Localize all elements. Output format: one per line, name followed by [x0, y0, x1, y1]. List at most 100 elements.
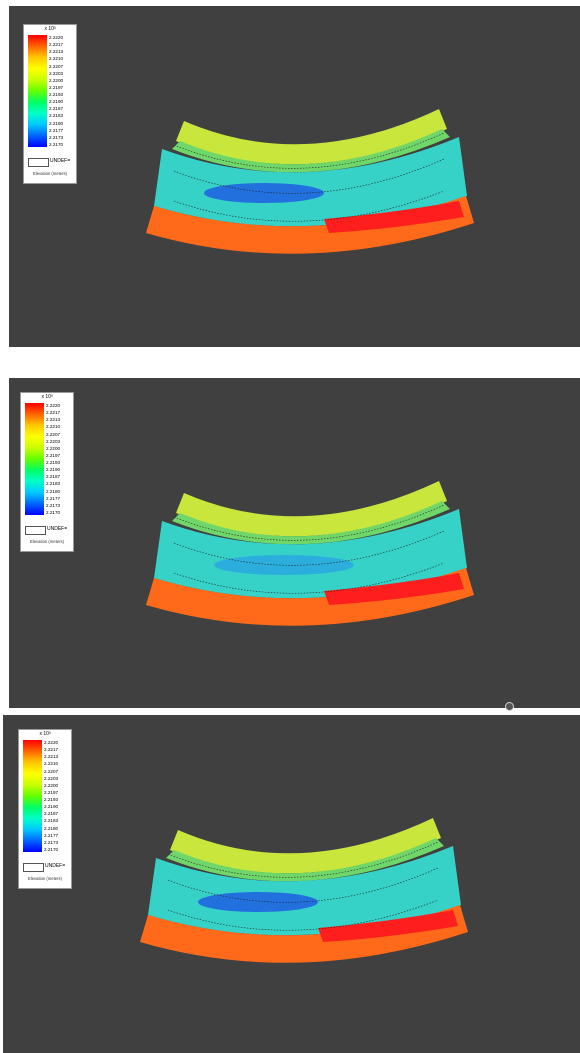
legend-tick-label: 2.2187 [46, 474, 61, 480]
legend-tick-label: 2.2173 [44, 839, 59, 845]
legend-tick-label: 2.2213 [44, 754, 59, 760]
undef-swatch [23, 863, 44, 872]
legend-tick-label: 2.2210 [49, 56, 64, 62]
legend-tick-label: 2.2173 [49, 134, 64, 140]
legend-tick-label: 2.2177 [46, 495, 61, 501]
elevation-band [146, 196, 474, 254]
legend-tick-label: 2.2217 [46, 410, 61, 416]
elevation-band [176, 109, 447, 165]
elevation-band [172, 129, 450, 173]
legend-tick-label: 2.2187 [44, 811, 59, 817]
legend-tick-label: 2.2170 [46, 509, 61, 515]
legend-ticks: 2.2220 2.2217 2.2213 2.2210 2.2207 2.2203 2.22… [46, 403, 72, 515]
high-elevation-zone [324, 201, 464, 233]
legend-tick-label: 2.2173 [46, 502, 61, 508]
legend-tick-label: 2.2170 [44, 846, 59, 852]
legend-tick-label: 2.2220 [49, 35, 64, 40]
low-elevation-zone [214, 555, 354, 575]
legend-tick-label: 2.2203 [49, 70, 64, 76]
legend-tick-label: 2.2217 [44, 747, 59, 753]
legend-tick-label: 2.2207 [46, 431, 61, 437]
elevation-legend: x 10³ 2.2220 2.2217 2.2213 2.2210 2.2207 2.22… [18, 729, 72, 889]
legend-tick-label: 2.2203 [46, 438, 61, 444]
legend-tick-label: 2.2193 [46, 460, 61, 465]
legend-tick-label: 2.2207 [49, 63, 64, 69]
elevation-contour-map [146, 109, 474, 254]
elevation-band [154, 137, 467, 227]
legend-tick-label: 2.2190 [44, 804, 59, 810]
legend-tick-label: 2.2217 [49, 42, 64, 48]
contour-map-panel-3: x 10³ 2.2220 2.2217 2.2213 2.2210 2.2207 2.22… [3, 715, 580, 1053]
color-ramp [25, 403, 44, 515]
legend-tick-label: 2.2187 [49, 106, 64, 112]
elevation-contour-map [140, 818, 468, 963]
elevation-band [148, 846, 461, 936]
legend-tick-label: 2.2197 [46, 452, 61, 458]
legend-tick-label: 2.2183 [44, 818, 59, 824]
contour-line [173, 504, 445, 541]
legend-tick-label: 2.2200 [44, 782, 59, 788]
legend-tick-label: 2.2213 [49, 49, 64, 55]
elevation-band [146, 568, 474, 626]
legend-tick-label: 2.2200 [49, 77, 64, 83]
contour-line [173, 132, 445, 169]
contour-line [167, 841, 439, 878]
legend-tick-label: 2.2180 [44, 825, 59, 831]
legend-tick-label: 2.2220 [46, 403, 61, 408]
legend-tick-label: 2.2207 [44, 768, 59, 774]
legend-tick-label: 2.2193 [44, 797, 59, 802]
legend-tick-label: 2.2177 [49, 127, 64, 133]
legend-tick-label: 2.2190 [49, 99, 64, 105]
legend-tick-label: 2.2197 [44, 789, 59, 795]
low-elevation-zone [198, 892, 318, 912]
legend-ticks: 2.2220 2.2217 2.2213 2.2210 2.2207 2.2203 2.22… [49, 35, 75, 147]
legend-tick-label: 2.2190 [46, 467, 61, 473]
low-elevation-zone [204, 183, 324, 203]
contour-line [167, 867, 439, 903]
undef-swatch [28, 158, 49, 167]
legend-tick-label: 2.2220 [44, 740, 59, 745]
contour-line [173, 530, 445, 566]
contour-map-panel-2: x 10³ 2.2220 2.2217 2.2213 2.2210 2.2207 2.22… [9, 378, 580, 708]
elevation-band [170, 818, 441, 874]
legend-ticks: 2.2220 2.2217 2.2213 2.2210 2.2207 2.2203 2.22… [44, 740, 70, 852]
elevation-contour-map [146, 481, 474, 626]
legend-tick-label: 2.2180 [49, 120, 64, 126]
legend-tick-label: 2.2183 [49, 113, 64, 119]
elevation-band [166, 838, 444, 882]
legend-tick-label: 2.2170 [49, 141, 64, 147]
color-ramp [28, 35, 47, 147]
color-ramp [23, 740, 42, 852]
elevation-band [154, 509, 467, 599]
legend-multiplier: x 10³ [41, 394, 53, 400]
legend-tick-label: 2.2180 [46, 488, 61, 494]
legend-variable-label: Elevation (meters) [33, 171, 67, 176]
contour-line [173, 158, 445, 194]
high-elevation-zone [324, 573, 464, 605]
contour-map-panel-1: x 10³ 2.2220 2.2217 2.2213 2.2210 2.2207 2.22… [9, 6, 580, 347]
legend-variable-label: Elevation (meters) [28, 876, 62, 881]
undef-swatch [25, 526, 46, 535]
cursor-dot-icon [505, 702, 514, 711]
elevation-legend: x 10³ 2.2220 2.2217 2.2213 2.2210 2.2207 2.22… [23, 24, 77, 184]
elevation-band [140, 905, 468, 963]
elevation-legend: x 10³ 2.2220 2.2217 2.2213 2.2210 2.2207 2.22… [20, 392, 74, 552]
undef-label: UNDEF= [45, 863, 66, 869]
legend-tick-label: 2.2183 [46, 481, 61, 487]
legend-tick-label: 2.2213 [46, 417, 61, 423]
legend-tick-label: 2.2177 [44, 832, 59, 838]
legend-tick-label: 2.2200 [46, 445, 61, 451]
legend-tick-label: 2.2203 [44, 775, 59, 781]
legend-tick-label: 2.2197 [49, 84, 64, 90]
elevation-band [176, 481, 447, 537]
legend-tick-label: 2.2210 [44, 761, 59, 767]
legend-tick-label: 2.2193 [49, 92, 64, 97]
undef-label: UNDEF= [47, 526, 68, 532]
legend-multiplier: x 10³ [39, 731, 51, 737]
elevation-band [172, 501, 450, 545]
legend-tick-label: 2.2210 [46, 424, 61, 430]
legend-variable-label: Elevation (meters) [30, 539, 64, 544]
high-elevation-zone [318, 910, 458, 942]
undef-label: UNDEF= [50, 158, 71, 164]
legend-multiplier: x 10³ [44, 26, 56, 32]
